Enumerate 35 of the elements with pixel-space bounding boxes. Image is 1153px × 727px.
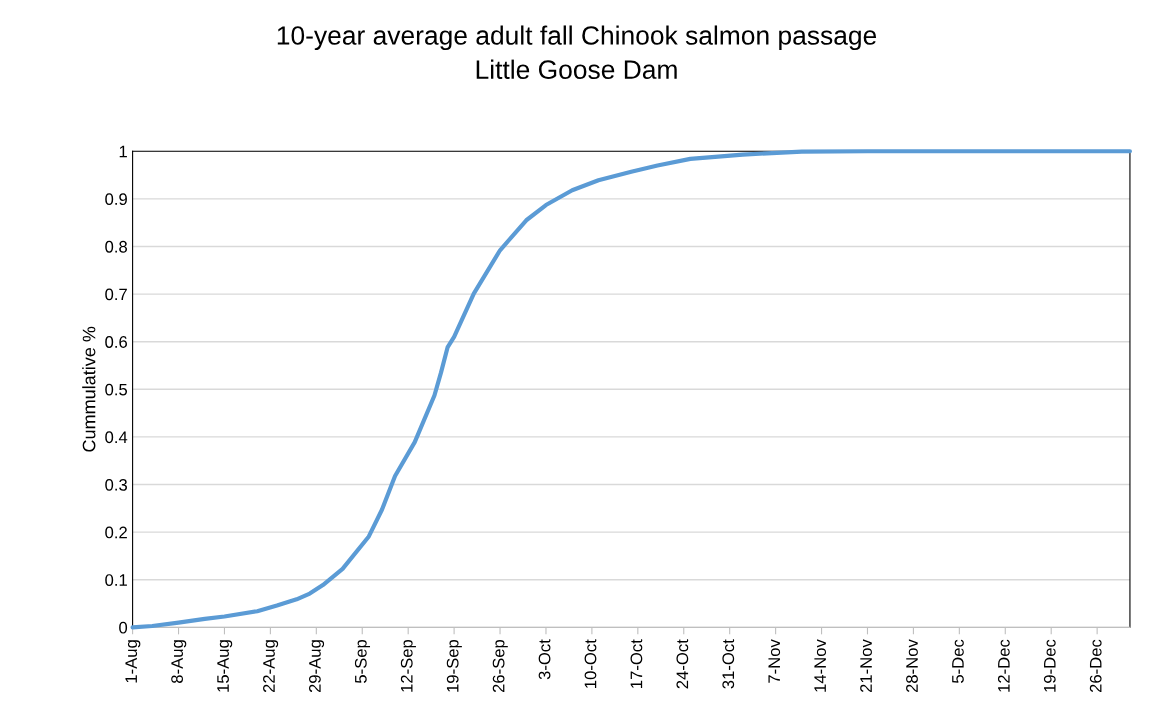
x-tick-label: 12-Sep [400, 639, 416, 692]
x-tick-label: 24-Oct [676, 639, 689, 689]
y-tick-label: 0.7 [105, 288, 127, 301]
y-tick-label: 0 [119, 621, 128, 634]
x-tick-label: 12-Dec [997, 639, 1010, 692]
x-tick-label: 7-Nov [768, 639, 781, 683]
y-tick-label: 0.2 [105, 526, 127, 539]
y-tick-label: 0.5 [105, 383, 128, 396]
x-tick-label: 8-Aug [171, 640, 187, 683]
x-tick-label: 29-Aug [308, 640, 325, 693]
x-tick-label: 28-Nov [906, 639, 918, 693]
y-tick-label: 0.1 [105, 574, 127, 586]
x-tick-label: 1-Aug [125, 640, 141, 683]
chart-title: 10-year average adult fall Chinook salmon passage Little Goose Dam [277, 25, 877, 79]
x-tick-label: 5-Dec [952, 639, 964, 683]
x-tick-label: 26-Sep [492, 639, 508, 693]
x-tick-label: 22-Aug [263, 640, 279, 693]
y-tick-label: 0.4 [105, 431, 128, 444]
x-tick-label: 5-Sep [354, 639, 371, 684]
x-tick-label: 31-Oct [722, 639, 735, 689]
y-tick-label: 0.6 [105, 336, 127, 348]
x-tick-label: 19-Dec [1043, 639, 1056, 692]
y-tick-label: 1 [119, 145, 127, 158]
x-tick-label: 10-Oct [584, 639, 597, 688]
x-tick-label: 14-Nov [814, 639, 827, 692]
y-tick-label: 0.8 [105, 240, 128, 253]
x-tick-label: 19-Sep [446, 639, 462, 692]
y-tick-label: 0.3 [105, 478, 127, 491]
x-tick-label: 21-Nov [860, 639, 872, 693]
x-tick-label: 26-Dec [1089, 639, 1102, 693]
x-tick-label: 17-Oct [630, 639, 643, 688]
x-tick-label: 15-Aug [217, 640, 233, 692]
y-tick-label: 0.9 [105, 193, 127, 206]
x-tick-label: 3-Oct [538, 639, 551, 680]
y-axis-title: Cummulative % [82, 326, 96, 452]
